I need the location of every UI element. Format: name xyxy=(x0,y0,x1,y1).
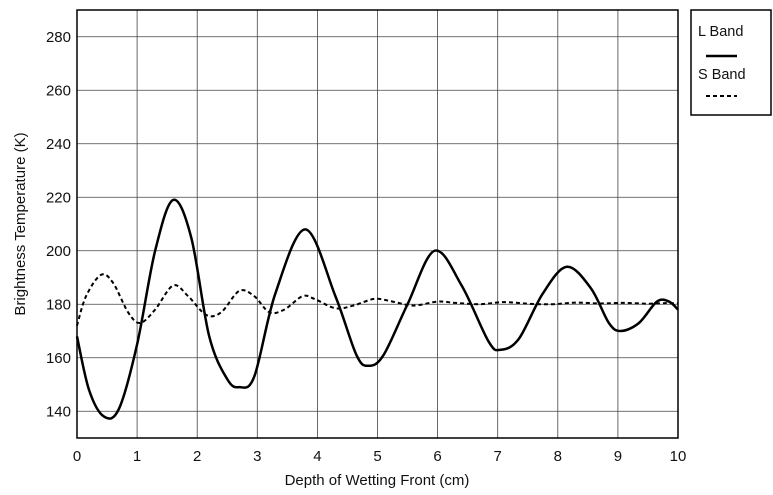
x-tick-label: 3 xyxy=(253,448,261,465)
x-tick-label: 9 xyxy=(614,448,622,465)
y-tick-label: 260 xyxy=(46,82,71,99)
legend: L Band S Band xyxy=(690,9,772,116)
y-tick-label: 280 xyxy=(46,29,71,46)
y-axis-label: Brightness Temperature (K) xyxy=(12,132,29,315)
x-tick-label: 7 xyxy=(494,448,502,465)
y-tick-label: 240 xyxy=(46,136,71,153)
x-tick-label: 10 xyxy=(670,448,687,465)
x-tick-label: 4 xyxy=(313,448,321,465)
y-tick-label: 160 xyxy=(46,350,71,367)
series-line-s-band xyxy=(76,273,679,326)
y-tick-label: 140 xyxy=(46,403,71,420)
x-tick-label: 6 xyxy=(433,448,441,465)
x-tick-label: 2 xyxy=(193,448,201,465)
legend-label-l-band: L Band xyxy=(698,24,743,40)
x-axis-label: Depth of Wetting Front (cm) xyxy=(285,472,470,489)
legend-label-s-band: S Band xyxy=(698,67,746,83)
grid xyxy=(77,10,678,438)
plot-frame xyxy=(76,9,679,439)
series-line-l-band xyxy=(75,198,679,420)
y-tick-label: 180 xyxy=(46,296,71,313)
x-tick-label: 0 xyxy=(73,448,81,465)
x-tick-label: 5 xyxy=(373,448,381,465)
x-tick-label: 1 xyxy=(133,448,141,465)
y-tick-label: 200 xyxy=(46,243,71,260)
x-tick-label: 8 xyxy=(554,448,562,465)
y-tick-label: 220 xyxy=(46,189,71,206)
series-group xyxy=(75,198,679,420)
legend-box xyxy=(690,9,772,116)
tick-labels: 0 1 2 3 4 5 6 7 8 9 10 140 160 180 200 220 240 260 280 xyxy=(46,29,686,465)
